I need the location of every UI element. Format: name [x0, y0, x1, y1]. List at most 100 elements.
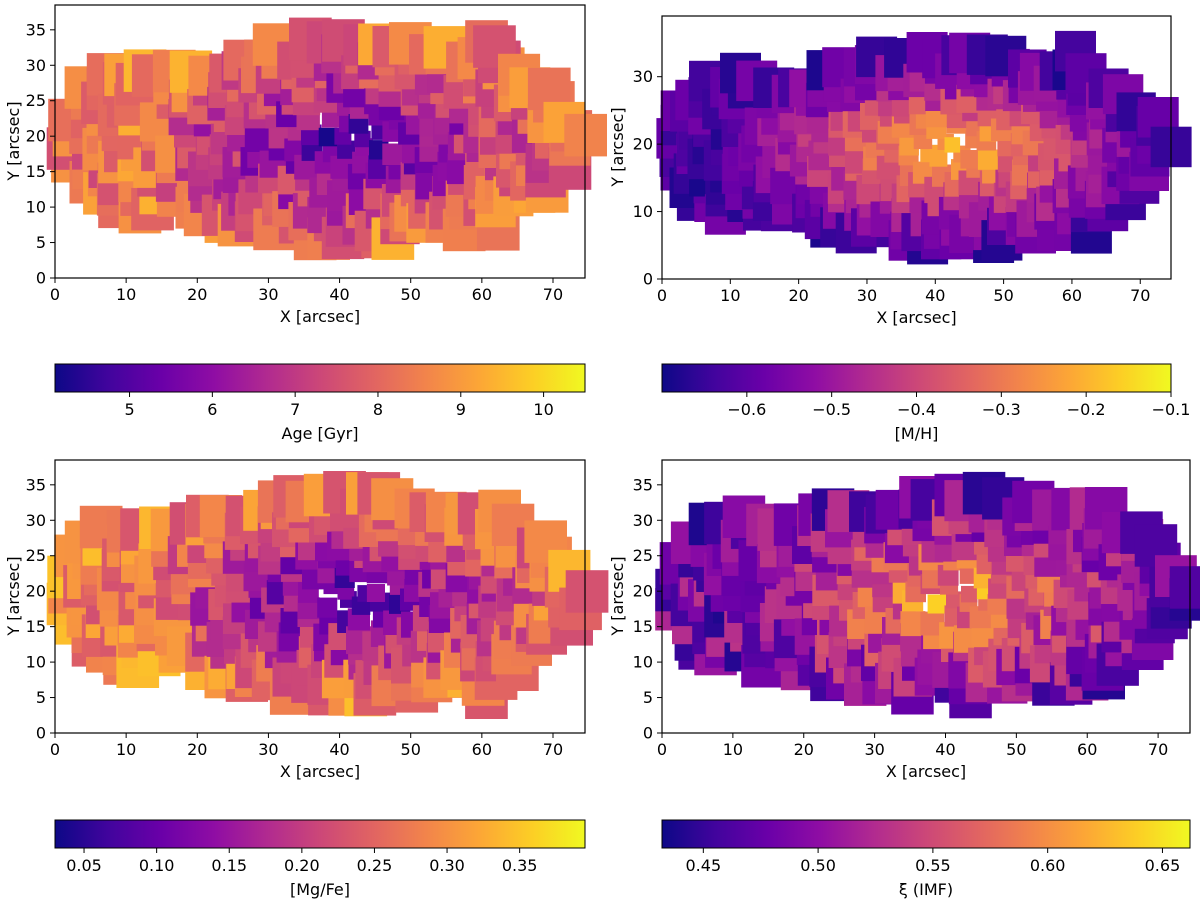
- panel-age: 0 10 20 30 40 50 60 70 0 5 10 15 20 25 30 35 X [arcsec…: [4, 4, 607, 443]
- age-x-axis-label: X [arcsec]: [280, 307, 360, 326]
- x-tick-label: 0: [657, 740, 667, 759]
- age-map: [46, 17, 607, 261]
- colorbar-tick-label: 7: [290, 400, 300, 419]
- imf-axes-frame: [661, 459, 1191, 734]
- map-cell: [330, 155, 354, 179]
- colorbar-tick-label: 0.60: [1030, 856, 1066, 875]
- imf-colorbar-label: ξ (IMF): [899, 880, 953, 899]
- x-tick-label: 10: [723, 740, 743, 759]
- age-colorbar-ticks: 5 6 7 8 9 10: [124, 392, 554, 419]
- map-cell: [318, 127, 338, 147]
- colorbar-tick-label: 0.45: [686, 856, 722, 875]
- x-tick-label: 70: [543, 740, 563, 759]
- map-cell: [354, 130, 371, 148]
- y-tick-label: 20: [26, 127, 46, 146]
- x-tick-label: 50: [401, 740, 421, 759]
- map-cell: [960, 150, 980, 169]
- x-tick-label: 40: [329, 740, 349, 759]
- age-x-ticks: 0 10 20 30 40 50 60 70: [50, 278, 563, 304]
- colorbar-tick-label: 0.10: [139, 856, 175, 875]
- colorbar-tick-label: 0.25: [357, 856, 393, 875]
- x-tick-label: 0: [50, 285, 60, 304]
- x-tick-label: 60: [472, 740, 492, 759]
- map-cell: [920, 611, 945, 636]
- y-tick-label: 30: [633, 67, 653, 86]
- y-tick-label: 5: [36, 233, 46, 252]
- colorbar-tick-label: 0.15: [211, 856, 247, 875]
- colorbar-tick-label: 5: [124, 400, 134, 419]
- x-tick-label: 40: [329, 285, 349, 304]
- panel-imf: 0 10 20 30 40 50 60 70 0 5 10 15 20 25 30 35 X [arcsec…: [608, 459, 1200, 899]
- x-tick-label: 60: [472, 285, 492, 304]
- colorbar-tick-label: 0.65: [1145, 856, 1181, 875]
- x-tick-label: 50: [1006, 740, 1026, 759]
- map-cell: [337, 140, 356, 159]
- metallicity-colorbar: [661, 363, 1172, 393]
- colorbar-tick-label: 9: [456, 400, 466, 419]
- mgfe-axes-frame: [54, 459, 586, 734]
- colorbar-tick-label: −0.5: [812, 400, 851, 419]
- x-tick-label: 30: [857, 286, 877, 305]
- age-colorbar-label: Age [Gyr]: [282, 424, 359, 443]
- metallicity-y-ticks: 0 10 20 30: [633, 67, 662, 289]
- colorbar-tick-label: −0.6: [727, 400, 766, 419]
- map-cell: [977, 149, 999, 170]
- y-tick-label: 15: [26, 162, 46, 181]
- colorbar-tick-label: 0.50: [800, 856, 836, 875]
- mgfe-colorbar-ticks: 0.05 0.10 0.15 0.20 0.25 0.30 0.35: [66, 848, 537, 875]
- colorbar-tick-label: 10: [533, 400, 553, 419]
- y-tick-label: 35: [633, 475, 653, 494]
- x-tick-label: 40: [925, 286, 945, 305]
- map-cell: [244, 125, 272, 152]
- x-tick-label: 10: [720, 286, 740, 305]
- y-tick-label: 5: [36, 688, 46, 707]
- x-tick-label: 60: [1077, 740, 1097, 759]
- x-tick-label: 50: [993, 286, 1013, 305]
- map-cell: [565, 570, 609, 613]
- mgfe-y-axis-label: Y [arcsec]: [4, 556, 23, 636]
- imf-colorbar: [661, 819, 1191, 849]
- metallicity-x-ticks: 0 10 20 30 40 50 60 70: [657, 279, 1150, 305]
- x-tick-label: 30: [258, 740, 278, 759]
- y-tick-label: 5: [643, 688, 653, 707]
- colorbar-tick-label: −0.2: [1067, 400, 1106, 419]
- y-tick-label: 30: [26, 56, 46, 75]
- y-tick-label: 35: [26, 20, 46, 39]
- x-tick-label: 10: [116, 740, 136, 759]
- metallicity-y-axis-label: Y [arcsec]: [608, 107, 627, 187]
- y-tick-label: 0: [643, 724, 653, 743]
- age-axes-frame: [54, 4, 586, 279]
- map-cell: [927, 594, 947, 614]
- y-tick-label: 30: [26, 511, 46, 530]
- y-tick-label: 15: [633, 617, 653, 636]
- y-tick-label: 10: [633, 653, 653, 672]
- map-cell: [348, 114, 369, 134]
- x-tick-label: 50: [401, 285, 421, 304]
- x-tick-label: 30: [258, 285, 278, 304]
- map-cell: [366, 584, 385, 602]
- colorbar-tick-label: −0.3: [982, 400, 1021, 419]
- x-tick-label: 20: [187, 285, 207, 304]
- x-tick-label: 30: [864, 740, 884, 759]
- x-tick-label: 0: [657, 286, 667, 305]
- map-cell: [969, 606, 992, 629]
- colorbar-tick-label: 8: [373, 400, 383, 419]
- y-tick-label: 0: [643, 270, 653, 289]
- y-tick-label: 0: [36, 724, 46, 743]
- x-tick-label: 20: [788, 286, 808, 305]
- colorbar-tick-label: 0.35: [502, 856, 538, 875]
- map-cell: [946, 591, 963, 609]
- y-tick-label: 25: [633, 546, 653, 565]
- y-tick-label: 0: [36, 269, 46, 288]
- age-y-ticks: 0 5 10 15 20 25 30 35: [26, 20, 55, 288]
- metallicity-colorbar-label: [M/H]: [895, 424, 939, 443]
- imf-colorbar-ticks: 0.45 0.50 0.55 0.60 0.65: [686, 848, 1181, 875]
- age-colorbar: [54, 363, 586, 393]
- x-tick-label: 70: [1130, 286, 1150, 305]
- age-y-axis-label: Y [arcsec]: [4, 101, 23, 181]
- map-cell: [944, 137, 961, 153]
- metallicity-axes-frame: [661, 15, 1172, 280]
- colorbar-tick-label: −0.1: [1152, 400, 1191, 419]
- y-tick-label: 10: [633, 202, 653, 221]
